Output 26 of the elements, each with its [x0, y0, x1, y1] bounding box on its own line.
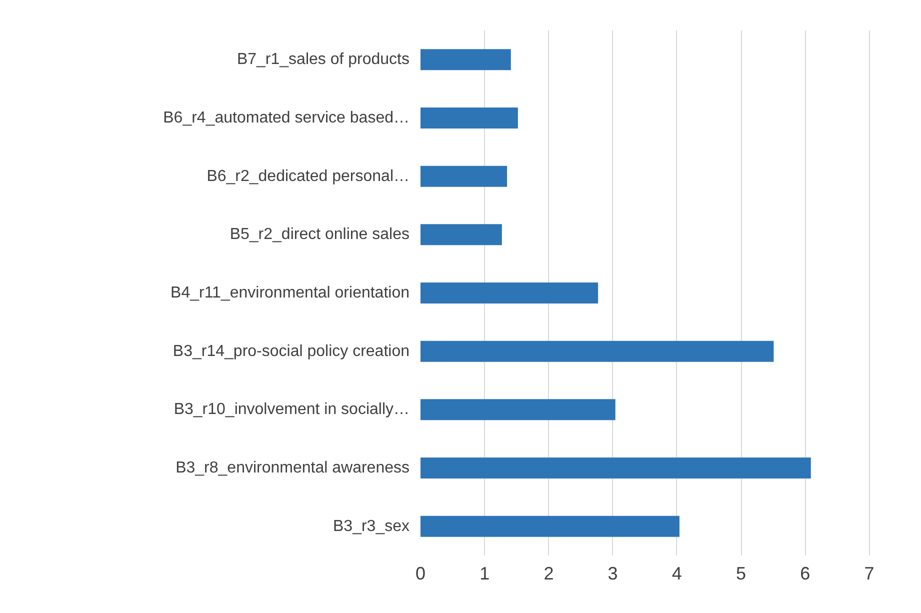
x-tick-label: 0: [415, 564, 426, 584]
bar: [420, 166, 508, 187]
x-tick-label: 4: [672, 564, 682, 584]
bar: [420, 399, 616, 420]
y-tick-label: B6_r2_dedicated personal…: [206, 168, 410, 185]
x-tick-label: 5: [736, 564, 746, 584]
x-tick-label: 7: [864, 564, 874, 584]
y-tick-label: B6_r4_automated service based…: [163, 110, 410, 126]
bar: [420, 458, 811, 478]
y-tick-label: B3_r3_sex: [333, 518, 410, 535]
y-tick-label: B4_r11_environmental orientation: [170, 284, 410, 302]
x-tick-label: 3: [608, 564, 618, 584]
y-tick-label: B7_r1_sales of products: [236, 51, 410, 68]
bar: [420, 108, 518, 128]
bar: [420, 340, 774, 362]
y-tick-label: B3_r8_environmental awareness: [176, 460, 410, 476]
bar: [420, 282, 598, 304]
y-tick-label: B3_r14_pro-social policy creation: [172, 342, 410, 360]
bar: [420, 224, 502, 246]
bar: [420, 516, 680, 537]
bar: [420, 49, 511, 70]
x-tick-label: 6: [800, 564, 810, 584]
x-tick-label: 2: [544, 564, 554, 584]
y-tick-label: B3_r10_involvement in socially…: [174, 401, 410, 418]
y-tick-label: B5_r2_direct online sales: [230, 226, 410, 244]
x-tick-label: 1: [480, 564, 490, 584]
